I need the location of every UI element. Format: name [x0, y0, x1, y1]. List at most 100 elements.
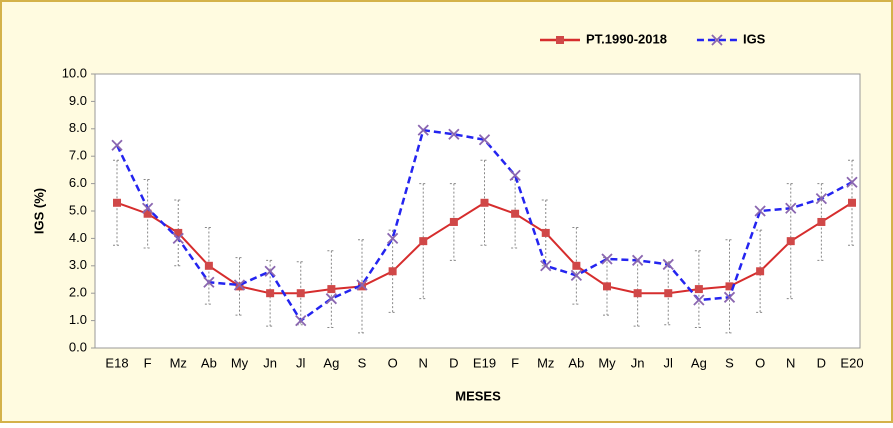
x-tick-label: Ab [568, 355, 584, 370]
marker [111, 139, 123, 151]
legend-label: IGS [743, 31, 766, 46]
marker [848, 198, 856, 207]
marker [541, 228, 550, 237]
x-tick-label: S [358, 355, 367, 370]
error-bar [572, 226, 581, 305]
marker [478, 134, 491, 146]
x-tick-label: My [231, 355, 249, 370]
error-bar [480, 159, 489, 246]
x-tick-label: My [598, 355, 616, 370]
y-tick-label: 2.0 [69, 285, 87, 300]
x-tick-label: O [755, 355, 765, 370]
x-tick-label: Ag [323, 355, 339, 370]
marker [141, 202, 154, 214]
marker [540, 260, 552, 272]
marker [358, 282, 366, 291]
y-tick-label: 6.0 [69, 175, 87, 190]
marker [235, 282, 244, 291]
x-tick-label: Jn [631, 355, 645, 370]
marker [172, 232, 184, 245]
legend-marker [556, 36, 564, 44]
y-tick-label: 0.0 [69, 339, 87, 354]
x-tick-label: Ag [691, 355, 707, 370]
marker [694, 285, 703, 294]
y-tick-label: 1.0 [69, 312, 87, 327]
x-tick-label: Mz [170, 355, 187, 370]
x-tick-label: N [786, 355, 795, 370]
error-bar [113, 159, 121, 246]
marker [113, 198, 121, 207]
y-axis-title: IGS (%) [31, 188, 46, 234]
marker [417, 124, 429, 136]
x-tick-label: O [388, 355, 398, 370]
x-tick-label: E18 [105, 355, 128, 370]
marker [143, 209, 152, 218]
marker [815, 193, 828, 205]
marker [846, 176, 858, 188]
marker [388, 267, 397, 276]
x-axis-title: MESES [455, 388, 501, 403]
marker [296, 289, 305, 298]
marker [448, 128, 460, 140]
marker [693, 294, 705, 306]
error-bar [296, 261, 305, 326]
error-bar [694, 250, 703, 328]
marker [449, 217, 458, 226]
marker [233, 279, 246, 291]
error-bar [511, 178, 520, 249]
marker [386, 232, 399, 245]
legend-marker [711, 34, 723, 46]
y-tick-label: 8.0 [69, 120, 87, 135]
marker [356, 279, 368, 291]
marker [785, 202, 797, 214]
marker [786, 237, 795, 246]
marker [664, 289, 673, 298]
marker [419, 237, 428, 246]
error-bar [204, 226, 213, 305]
x-tick-label: F [511, 355, 519, 370]
marker [756, 267, 765, 276]
y-tick-label: 10.0 [62, 65, 87, 80]
x-tick-label: Jl [664, 355, 674, 370]
x-tick-label: Jl [296, 355, 306, 370]
marker [633, 289, 642, 298]
marker [754, 205, 766, 217]
marker [723, 291, 736, 303]
error-bar [725, 239, 734, 334]
marker [570, 269, 583, 282]
legend-label: PT.1990-2018 [586, 31, 667, 46]
error-bar [327, 250, 336, 328]
marker [480, 198, 489, 207]
marker [817, 217, 826, 226]
x-tick-label: N [419, 355, 428, 370]
y-tick-label: 7.0 [69, 148, 87, 163]
x-tick-label: F [144, 355, 152, 370]
marker [572, 261, 581, 270]
x-tick-label: E19 [473, 355, 496, 370]
error-bar [848, 159, 856, 246]
x-tick-label: D [449, 355, 458, 370]
x-tick-label: Mz [537, 355, 554, 370]
x-tick-label: S [725, 355, 734, 370]
marker [662, 258, 674, 271]
error-bar [143, 178, 152, 249]
marker [631, 254, 644, 266]
marker [327, 285, 336, 294]
error-bar [817, 183, 826, 261]
marker [511, 209, 520, 218]
marker [174, 228, 183, 237]
marker [603, 282, 611, 291]
marker [204, 261, 213, 270]
x-tick-label: E20 [840, 355, 863, 370]
x-tick-label: Jn [263, 355, 277, 370]
marker [601, 253, 613, 265]
y-tick-label: 3.0 [69, 257, 87, 272]
y-tick-label: 5.0 [69, 202, 87, 217]
marker [725, 282, 734, 291]
x-tick-label: Ab [201, 355, 217, 370]
plot-area [94, 73, 861, 349]
marker [264, 265, 276, 277]
error-bar [358, 239, 366, 334]
marker [266, 289, 275, 298]
